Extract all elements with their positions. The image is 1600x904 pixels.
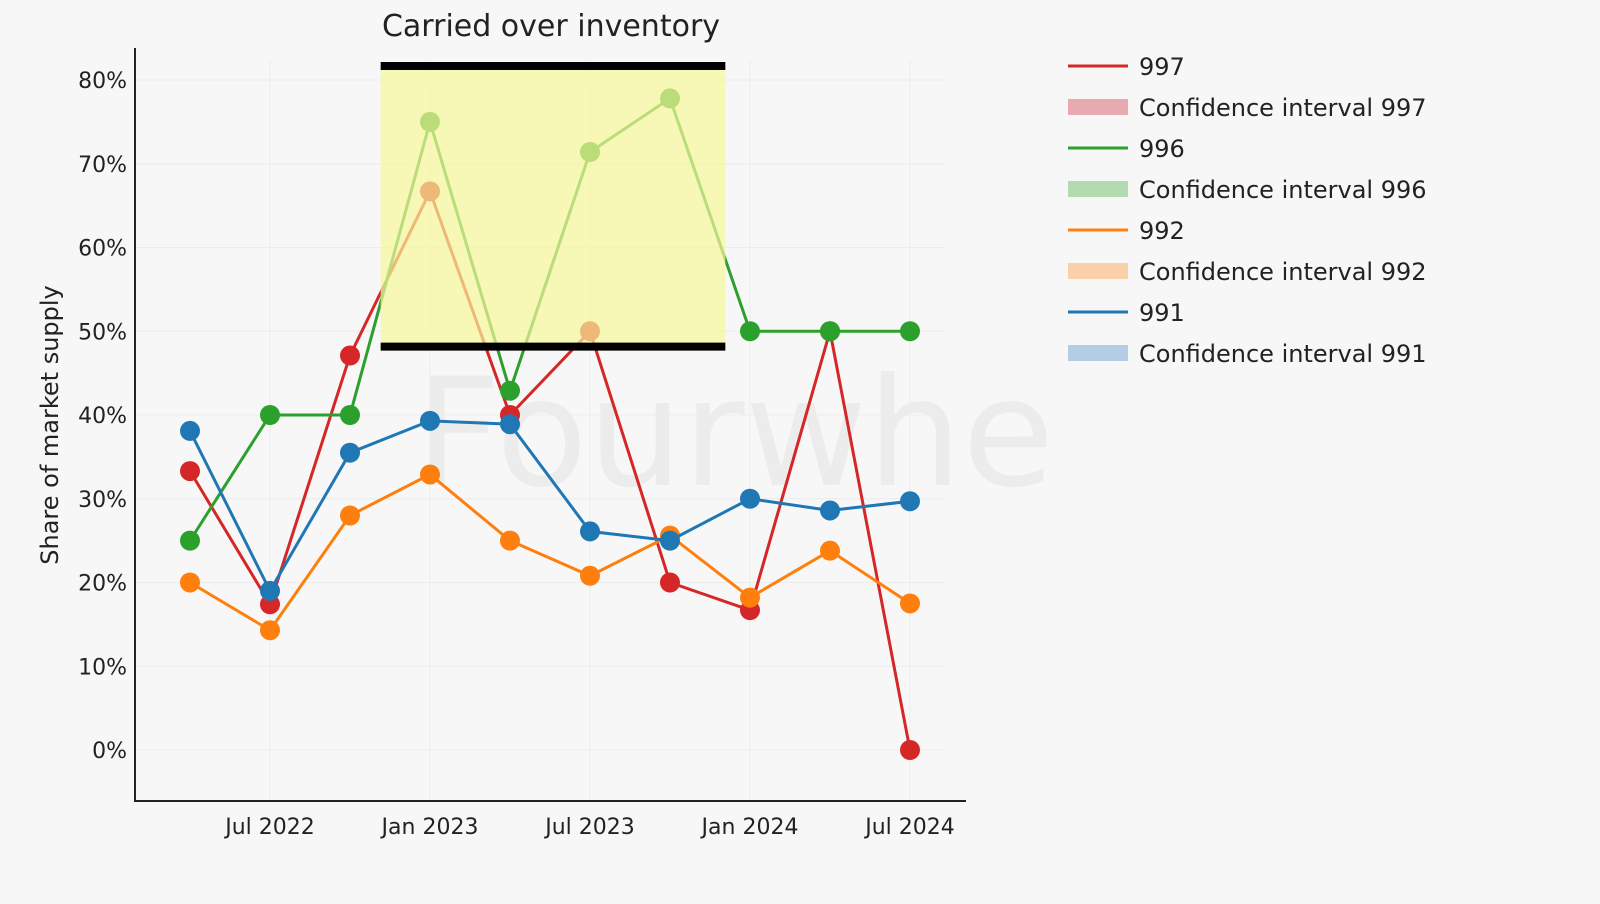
data-point-991[interactable] (660, 530, 680, 551)
data-point-997[interactable] (660, 572, 680, 593)
legend-label: 997 (1139, 53, 1185, 81)
x-tick-label: Jan 2024 (700, 815, 799, 840)
legend-band-icon (1068, 99, 1128, 115)
legend: 997 Confidence interval 997 996 Confidence … (1068, 53, 1427, 368)
legend-label: Confidence interval 992 (1139, 258, 1427, 286)
chart-title: Carried over inventory (382, 9, 720, 44)
y-tick-label: 60% (78, 237, 127, 262)
y-tick-label: 50% (78, 320, 127, 345)
legend-label: 991 (1139, 299, 1185, 327)
data-point-991[interactable] (420, 410, 440, 431)
data-point-992[interactable] (260, 620, 280, 641)
data-point-992[interactable] (580, 565, 600, 586)
legend-item[interactable]: Confidence interval 997 (1068, 94, 1427, 122)
data-point-991[interactable] (500, 414, 520, 435)
legend-item[interactable]: Confidence interval 991 (1068, 340, 1427, 368)
y-tick-label: 70% (78, 153, 127, 178)
data-point-997[interactable] (340, 345, 360, 366)
data-point-992[interactable] (820, 540, 840, 561)
data-point-996[interactable] (820, 321, 840, 342)
data-point-996[interactable] (740, 321, 760, 342)
y-axis-ticks: 0% 10% 20% 30% 40% 50% 60% 70% 80% (78, 69, 127, 764)
data-point-996[interactable] (900, 321, 920, 342)
legend-item[interactable]: 997 (1068, 53, 1185, 81)
series-line-991 (188, 419, 911, 595)
data-point-997[interactable] (180, 461, 200, 482)
data-point-991[interactable] (580, 521, 600, 542)
x-tick-label: Jul 2024 (863, 815, 955, 840)
legend-label: Confidence interval 996 (1139, 176, 1427, 204)
data-point-992[interactable] (500, 530, 520, 551)
x-axis-ticks: Jul 2022 Jan 2023 Jul 2023 Jan 2024 Jul 2024 (223, 815, 955, 840)
series-991 (180, 410, 920, 601)
legend-item[interactable]: 992 (1068, 217, 1185, 245)
y-tick-label: 80% (78, 69, 127, 94)
watermark: Fourwhe (415, 347, 1054, 521)
y-axis-label: Share of market supply (36, 285, 64, 565)
data-point-996[interactable] (500, 380, 520, 401)
data-point-992[interactable] (900, 593, 920, 614)
legend-label: Confidence interval 991 (1139, 340, 1427, 368)
data-point-996[interactable] (260, 405, 280, 425)
x-tick-label: Jan 2023 (380, 815, 479, 840)
data-point-991[interactable] (740, 488, 760, 509)
data-point-996[interactable] (180, 530, 200, 551)
y-tick-label: 30% (78, 488, 127, 513)
data-point-992[interactable] (180, 572, 200, 593)
legend-label: 992 (1139, 217, 1185, 245)
legend-item[interactable]: 991 (1068, 299, 1185, 327)
data-point-991[interactable] (900, 491, 920, 512)
legend-label: 996 (1139, 135, 1185, 163)
highlight-annotation (380, 62, 726, 351)
data-point-996[interactable] (340, 405, 360, 425)
data-point-991[interactable] (820, 500, 840, 521)
data-point-997[interactable] (900, 740, 920, 760)
data-point-992[interactable] (740, 587, 760, 608)
legend-item[interactable]: Confidence interval 992 (1068, 258, 1427, 286)
y-tick-label: 0% (92, 739, 127, 764)
data-point-992[interactable] (420, 464, 440, 485)
data-point-992[interactable] (340, 505, 360, 526)
highlight-box (380, 66, 726, 347)
series-line-997 (188, 187, 912, 751)
data-point-991[interactable] (260, 580, 280, 601)
x-tick-label: Jul 2022 (223, 815, 315, 840)
legend-band-icon (1068, 345, 1128, 361)
legend-band-icon (1068, 263, 1128, 279)
legend-band-icon (1068, 181, 1128, 197)
y-tick-label: 10% (78, 655, 127, 680)
series-992 (180, 464, 920, 641)
data-point-991[interactable] (180, 420, 200, 441)
y-tick-label: 20% (78, 572, 127, 597)
x-tick-label: Jul 2023 (543, 815, 635, 840)
legend-item[interactable]: 996 (1068, 135, 1185, 163)
y-tick-label: 40% (78, 404, 127, 429)
data-point-991[interactable] (340, 442, 360, 463)
legend-label: Confidence interval 997 (1139, 94, 1427, 122)
legend-item[interactable]: Confidence interval 996 (1068, 176, 1427, 204)
series-line-992 (189, 472, 911, 633)
